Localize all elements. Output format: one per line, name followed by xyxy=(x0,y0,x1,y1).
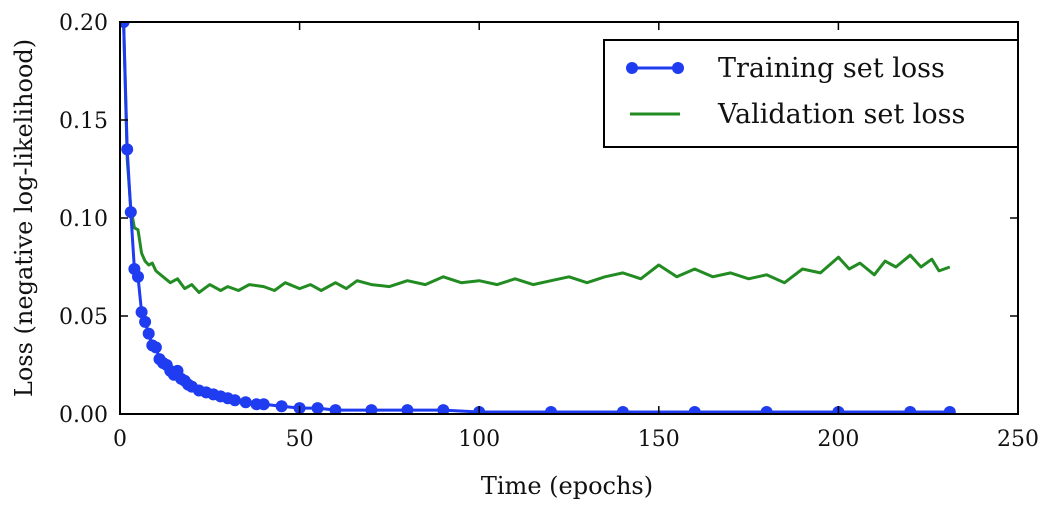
training-loss-point xyxy=(121,143,134,156)
legend-box xyxy=(603,39,1019,148)
axis-ticks: 0 50 100 150 200 250 0.00 0.05 0.10 0.15 0.20 xyxy=(59,11,1039,452)
x-tick-label: 50 xyxy=(286,427,314,452)
legend-training-label: Training set loss xyxy=(718,53,945,84)
training-loss-point xyxy=(437,404,450,414)
y-tick-label: 0.15 xyxy=(59,109,108,134)
training-loss-point xyxy=(401,404,414,414)
training-loss-point xyxy=(943,406,956,414)
training-loss-point xyxy=(545,406,557,414)
y-axis-label: Loss (negative log-likelihood) xyxy=(10,39,38,397)
training-loss-point xyxy=(329,404,342,414)
training-loss-point xyxy=(904,406,917,414)
x-tick-label: 200 xyxy=(817,427,859,452)
y-tick-label: 0.20 xyxy=(59,11,108,36)
validation-loss-line xyxy=(122,22,951,294)
legend: Training set loss Validation set loss xyxy=(603,39,1019,148)
training-loss-point xyxy=(228,394,241,407)
x-tick-label: 250 xyxy=(997,427,1039,452)
training-loss-point xyxy=(142,327,155,340)
training-loss-point xyxy=(135,306,148,319)
training-loss-point xyxy=(311,402,324,414)
x-tick-label: 100 xyxy=(458,427,500,452)
x-tick-label: 0 xyxy=(113,427,127,452)
x-tick-label: 150 xyxy=(638,427,680,452)
training-loss-point xyxy=(616,406,629,414)
training-loss-point xyxy=(688,406,701,414)
training-loss-point xyxy=(149,341,162,354)
legend-training-marker xyxy=(626,62,638,74)
legend-training-marker xyxy=(672,62,684,74)
training-loss-point xyxy=(365,404,378,414)
training-loss-point xyxy=(139,315,152,328)
legend-validation-label: Validation set loss xyxy=(717,99,965,130)
x-axis-label: Time (epochs) xyxy=(481,472,653,500)
training-loss-point xyxy=(760,406,773,414)
y-tick-label: 0.10 xyxy=(59,207,108,232)
training-loss-point xyxy=(239,396,252,409)
y-tick-label: 0.05 xyxy=(59,305,108,330)
y-tick-label: 0.00 xyxy=(59,403,108,428)
training-loss-point xyxy=(120,22,130,28)
training-loss-point xyxy=(257,398,270,411)
training-loss-point xyxy=(132,270,144,283)
training-loss-point xyxy=(275,400,288,413)
plot-lines xyxy=(120,22,956,414)
training-loss-point xyxy=(124,206,137,219)
